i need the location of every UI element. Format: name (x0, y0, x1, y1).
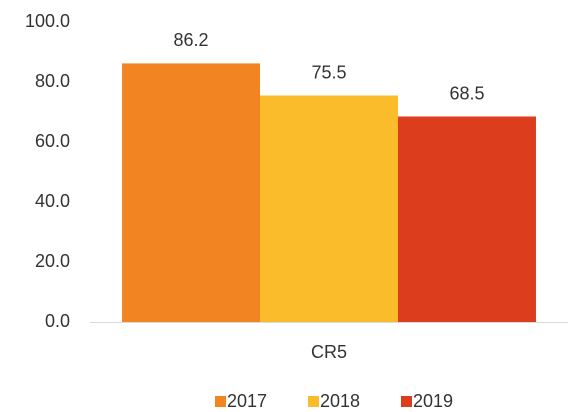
legend-swatch (401, 396, 412, 407)
bar (397, 116, 536, 322)
bar (122, 63, 261, 323)
y-tick-label: 100.0 (25, 11, 70, 31)
legend-label: 2018 (320, 391, 360, 411)
y-tick-label: 80.0 (35, 71, 70, 91)
y-tick-label: 0.0 (45, 311, 70, 331)
legend-label: 2019 (413, 391, 453, 411)
y-tick-label: 20.0 (35, 251, 70, 271)
legend-swatch (308, 396, 319, 407)
legend-swatch (215, 396, 226, 407)
legend-label: 2017 (227, 391, 267, 411)
y-tick-label: 60.0 (35, 131, 70, 151)
data-label: 86.2 (173, 30, 208, 50)
data-label: 68.5 (449, 83, 484, 103)
x-tick-label: CR5 (311, 342, 347, 362)
bar (260, 95, 398, 322)
y-tick-label: 40.0 (35, 191, 70, 211)
data-label: 75.5 (311, 62, 346, 82)
